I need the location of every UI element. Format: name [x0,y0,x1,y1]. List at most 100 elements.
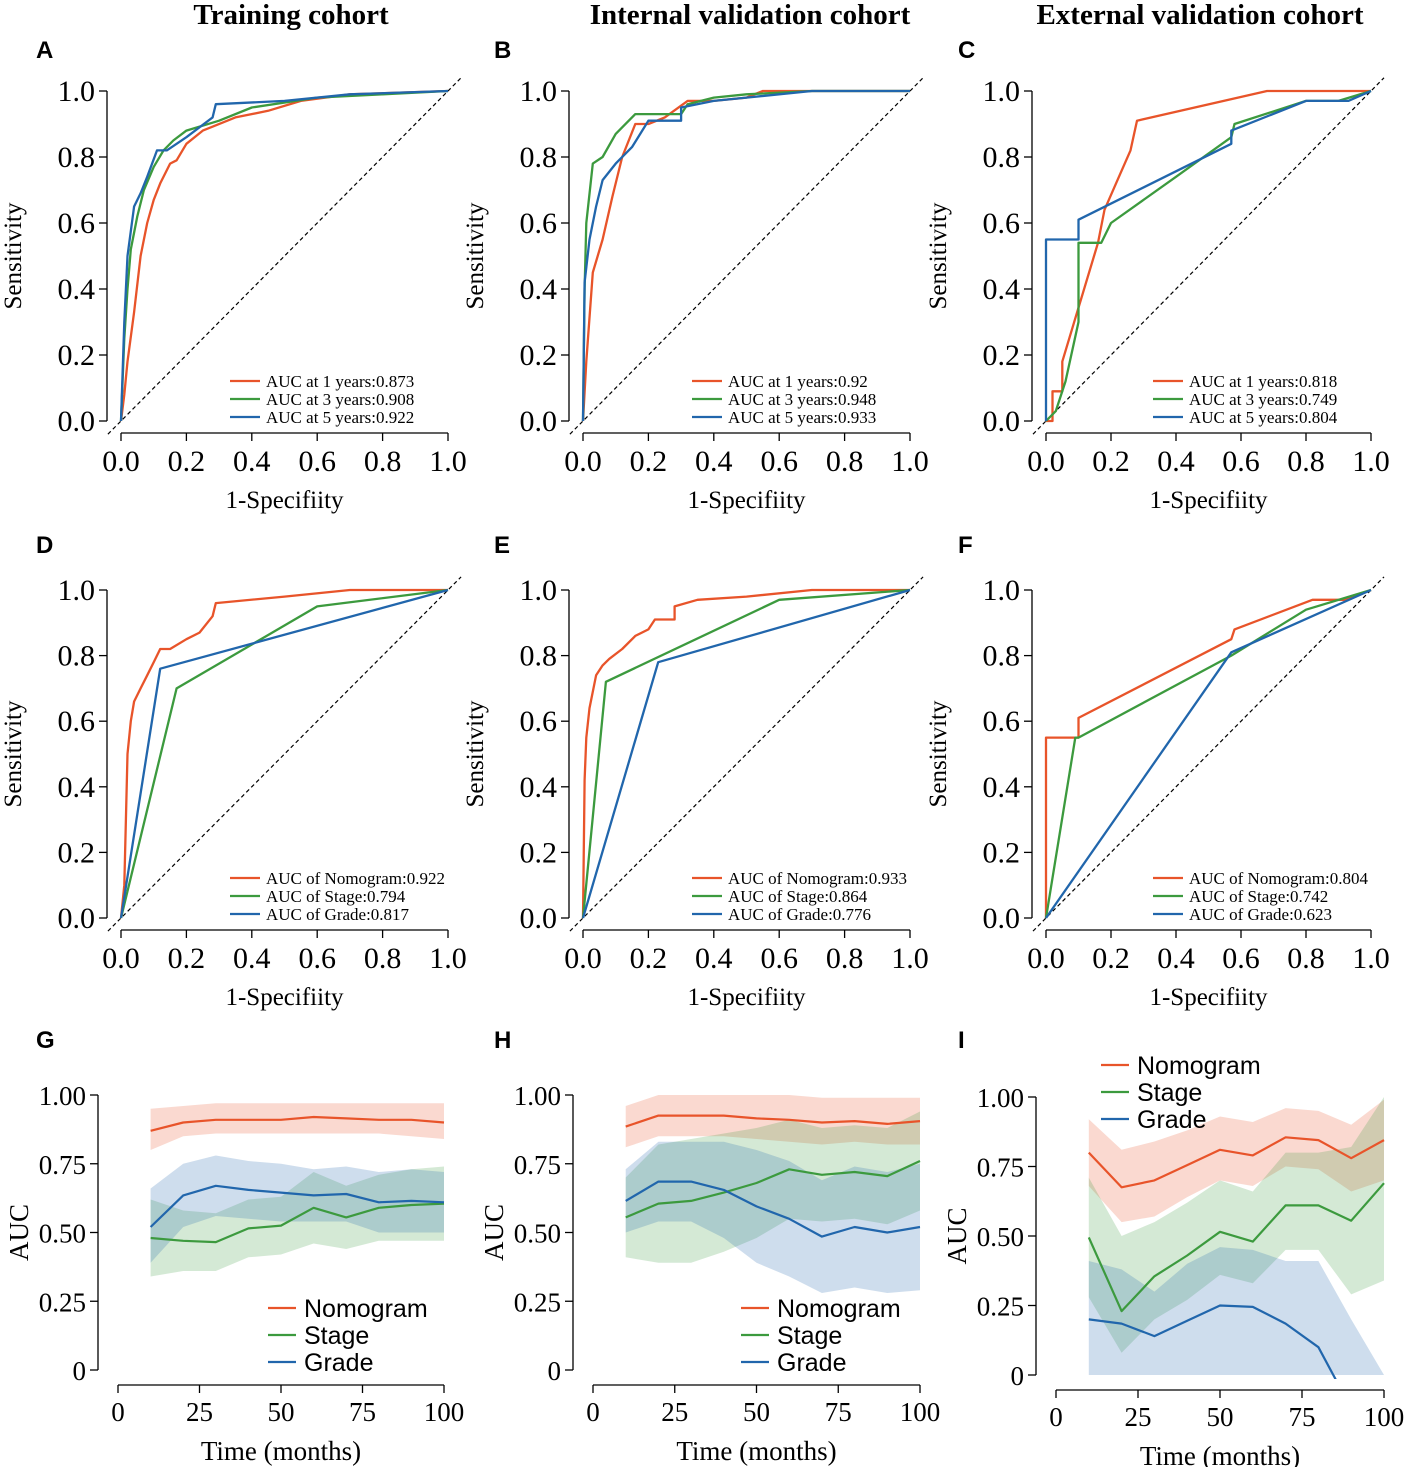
roc-curve [119,588,449,919]
x-tick-label: 1.0 [1352,942,1390,975]
x-tick-label: 0.0 [1027,942,1065,975]
reference-diagonal [107,576,462,932]
y-tick-label: 0.6 [520,705,558,738]
y-tick-label: 0 [1011,1361,1025,1391]
x-tick-label: 0.4 [695,445,733,478]
y-axis-title: Sensitivity [0,202,27,309]
x-axis-title: 1-Specifiity [225,487,344,514]
y-axis-title: AUC [4,1204,34,1261]
x-axis-title: Time (months) [201,1436,361,1466]
x-tick-label: 0.8 [826,445,864,478]
reference-diagonal [569,576,924,932]
legend-label: AUC at 3 years:0.749 [1189,390,1337,409]
y-tick-label: 1.00 [514,1081,561,1111]
legend-label: AUC of Stage:0.864 [728,887,868,906]
x-tick-label: 0.0 [1027,445,1065,478]
x-tick-label: 0.2 [1092,445,1130,478]
x-tick-label: 0.8 [826,942,864,975]
y-tick-label: 1.0 [520,75,558,108]
panel-label: C [958,37,975,64]
y-tick-label: 0.50 [977,1222,1024,1252]
legend-label: Grade [777,1349,846,1377]
y-tick-label: 0.2 [58,836,96,869]
y-tick-label: 0.25 [39,1287,86,1317]
y-tick-label: 0.4 [520,273,558,306]
x-tick-label: 0 [111,1397,125,1427]
confidence-band [625,1111,920,1263]
y-tick-label: 0.2 [983,836,1021,869]
plot-area [1087,1097,1385,1379]
y-tick-label: 0.8 [520,141,558,174]
y-tick-label: 0.75 [39,1150,86,1180]
legend-label: Grade [1137,1106,1206,1134]
x-tick-label: 50 [743,1397,770,1427]
y-tick-label: 0.2 [983,339,1021,372]
panel-f: F 0.0 0.2 0.4 0.6 0.8 1.0 1-Specifiity 0.0 0.2 0.4… [925,532,1390,1011]
x-tick-label: 1.0 [891,445,929,478]
x-tick-label: 0.6 [1222,445,1260,478]
y-tick-label: 0.6 [983,705,1021,738]
legend-label: AUC at 1 years:0.818 [1189,372,1337,391]
legend-label: AUC at 3 years:0.908 [266,390,414,409]
x-tick-label: 1.0 [891,942,929,975]
roc-curve [119,588,448,919]
y-tick-label: 0.6 [58,705,96,738]
confidence-band [625,1095,920,1148]
y-tick-label: 0.0 [58,405,96,438]
auc-line [150,1115,445,1132]
x-axis-title: 1-Specifiity [687,984,806,1011]
x-tick-label: 0.8 [1287,942,1325,975]
y-tick-label: 1.0 [58,75,96,108]
x-tick-label: 0.2 [630,445,668,478]
x-tick-label: 75 [349,1397,376,1427]
x-tick-label: 0.4 [695,942,733,975]
x-axis-title: 1-Specifiity [687,487,806,514]
plot-area [625,1095,921,1293]
legend-label: AUC of Grade:0.776 [728,905,871,924]
x-tick-label: 50 [268,1397,295,1427]
x-tick-label: 0.2 [1092,942,1130,975]
x-axis-title: 1-Specifiity [1149,984,1268,1011]
y-tick-label: 1.0 [520,574,558,607]
x-tick-label: 0.0 [102,445,140,478]
x-tick-label: 0 [586,1397,600,1427]
y-tick-label: 0.2 [520,836,558,869]
x-tick-label: 0.6 [1222,942,1260,975]
x-tick-label: 0.4 [233,942,271,975]
y-tick-label: 0.0 [983,902,1021,935]
x-tick-label: 0 [1049,1402,1063,1432]
roc-curve [119,89,449,422]
roc-curve [1044,89,1372,421]
x-tick-label: 0.4 [233,445,271,478]
legend-label: Stage [1137,1079,1202,1107]
y-tick-label: 0.6 [58,207,96,240]
panel-i: I 0 25 50 75 100 Time (months) 0 0.25 0.50 0.75 1.0… [942,1027,1404,1467]
x-axis-title: Time (months) [1140,1441,1300,1467]
auc-line [625,1114,921,1128]
legend-label: AUC at 1 years:0.873 [266,372,414,391]
x-tick-label: 0.4 [1157,942,1195,975]
confidence-band [1088,1099,1384,1223]
y-axis-title: Sensitivity [925,700,952,807]
legend-label: AUC of Nomogram:0.933 [728,869,907,888]
y-axis-title: Sensitivity [0,700,27,807]
x-tick-label: 25 [1125,1402,1152,1432]
panel-label: F [958,532,973,559]
x-tick-label: 25 [186,1397,213,1427]
column-title: Internal validation cohort [590,0,911,31]
panel-b: B 0.0 0.2 0.4 0.6 0.8 1.0 1-Specifiity 0.0 0.2 0.4… [462,37,929,514]
legend-label: Nomogram [777,1295,901,1323]
legend-label: AUC at 3 years:0.948 [728,390,876,409]
x-tick-label: 0.2 [630,942,668,975]
y-tick-label: 0.25 [514,1287,561,1317]
x-tick-label: 0.8 [364,942,402,975]
x-axis-title: Time (months) [676,1436,836,1466]
auc-line [1087,1182,1385,1313]
legend-label: AUC at 5 years:0.804 [1189,408,1338,427]
legend-label: AUC of Stage:0.742 [1189,887,1328,906]
roc-curve [581,588,911,919]
confidence-band [150,1155,444,1263]
y-tick-label: 1.0 [983,75,1021,108]
roc-curve [1046,89,1371,423]
roc-curve [119,89,449,422]
